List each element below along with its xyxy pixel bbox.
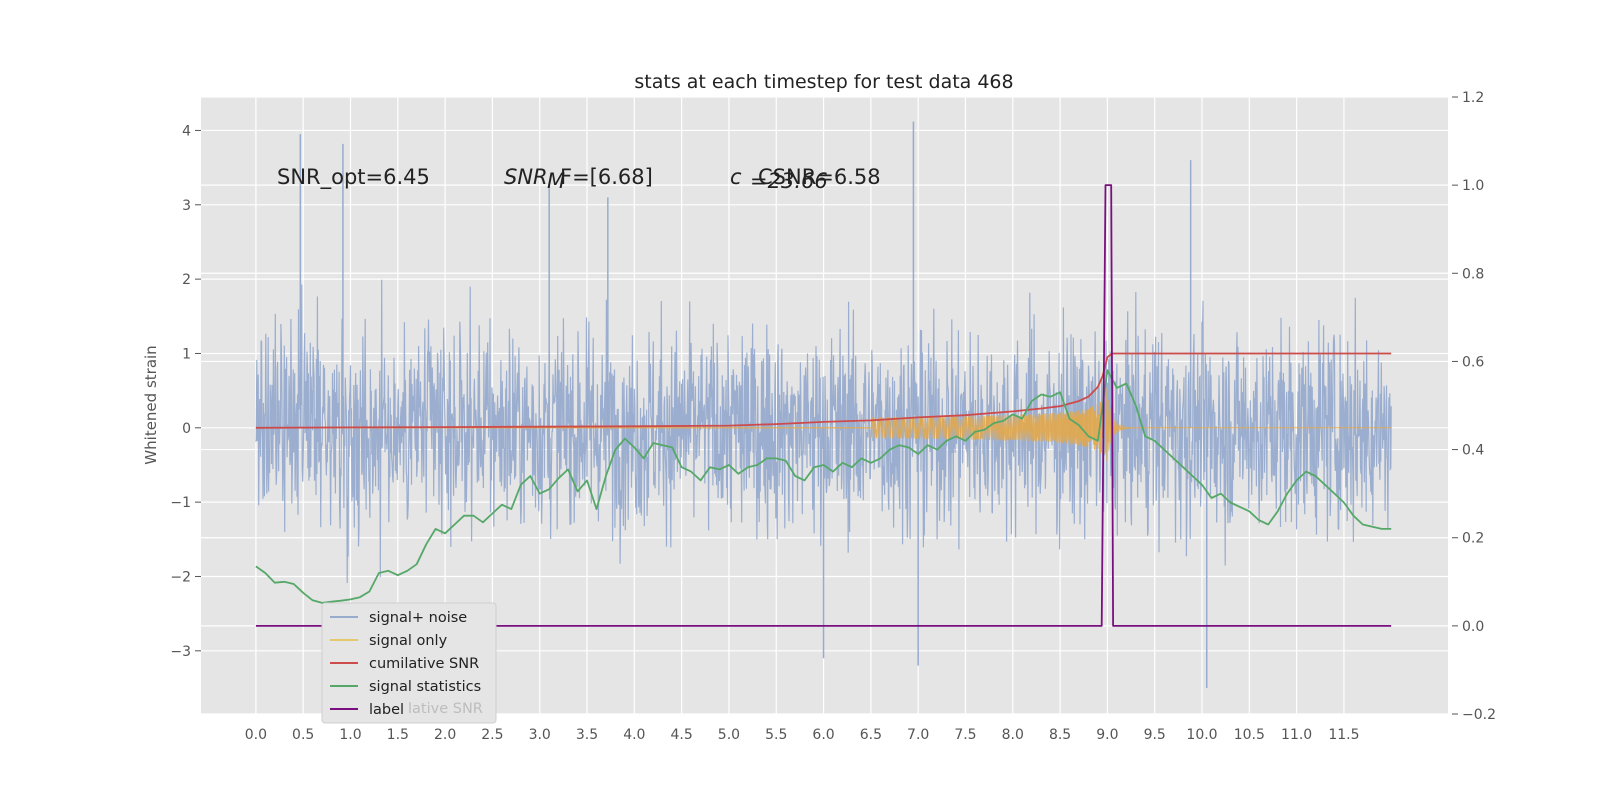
y-tick-label: 4: [182, 123, 191, 139]
annotation-snr-mf-subscript: M: [547, 169, 565, 193]
y2-tick-label: −0.2: [1462, 707, 1496, 723]
y2-tick-label: 0.4: [1462, 443, 1484, 459]
x-tick-label: 6.5: [860, 727, 882, 743]
legend-label-signal-noise: signal+ noise: [369, 610, 467, 626]
y2-tick-label: 0.6: [1462, 354, 1484, 370]
x-tick-label: 11.0: [1281, 727, 1312, 743]
y2-tick-label: 0.2: [1462, 531, 1484, 547]
annotation-mc-subscript: =23.66: [750, 169, 828, 193]
x-tick-label: 3.5: [576, 727, 598, 743]
y2-tick-label: 0.0: [1462, 619, 1484, 635]
y2-tick-label: 1.0: [1462, 178, 1484, 194]
y-axis-label: Whitened strain: [142, 345, 160, 464]
y-tick-label: −2: [170, 569, 191, 585]
annotation-mc-value: CSNR=6.58: [758, 165, 881, 189]
ticks: 0.0 0.5 1.0 1.5 2.0 2.5 3.0 3.5 4.0 4.5 5.0 5.5 6.0 6…: [170, 90, 1496, 743]
x-tick-label: 3.0: [529, 727, 551, 743]
x-tick-label: 4.5: [671, 727, 693, 743]
y-tick-label: 1: [182, 346, 191, 362]
y-tick-label: 3: [182, 198, 191, 214]
legend-label-cumulative-snr: cumilative SNR: [369, 656, 479, 672]
y2-tick-label: 1.2: [1462, 90, 1484, 106]
annotation-snr-opt: SNR_opt=6.45: [277, 165, 430, 190]
x-tick-label: 9.5: [1144, 727, 1166, 743]
y-tick-label: −3: [170, 644, 191, 660]
x-tick-label: 11.5: [1328, 727, 1359, 743]
legend-label-signal-only: signal only: [369, 633, 448, 649]
legend: lative SNR signal+ noise signal only cum…: [321, 602, 497, 724]
x-tick-label: 1.0: [339, 727, 361, 743]
x-tick-label: 10.0: [1186, 727, 1217, 743]
x-tick-label: 8.5: [1049, 727, 1071, 743]
legend-label-signal-statistics: signal statistics: [369, 679, 481, 695]
x-tick-label: 7.0: [907, 727, 929, 743]
x-tick-label: 2.0: [434, 727, 456, 743]
series-signal-statistics: [255, 369, 1392, 604]
x-tick-label: 4.0: [623, 727, 645, 743]
y2-tick-label: 0.8: [1462, 266, 1484, 282]
legend-ghost-text: lative SNR: [408, 701, 483, 717]
x-tick-label: 0.0: [245, 727, 267, 743]
series-label: [255, 184, 1392, 627]
annotation-snr-mf-value: F=[6.68]: [560, 165, 653, 189]
annotation-mc-symbol: c: [730, 165, 742, 189]
x-tick-label: 7.5: [954, 727, 976, 743]
series-layer: [255, 121, 1392, 688]
x-tick-label: 1.5: [387, 727, 409, 743]
legend-label-label: label: [369, 702, 404, 718]
x-tick-label: 5.0: [718, 727, 740, 743]
y-tick-label: 0: [182, 421, 191, 437]
y-tick-label: 2: [182, 272, 191, 288]
x-tick-label: 5.5: [765, 727, 787, 743]
x-tick-label: 8.0: [1002, 727, 1024, 743]
series-cumulative-snr: [255, 352, 1392, 429]
chart-title: stats at each timestep for test data 468: [634, 71, 1013, 93]
x-tick-label: 6.0: [812, 727, 834, 743]
legend-box: [321, 602, 497, 724]
x-tick-label: 9.0: [1096, 727, 1118, 743]
x-tick-label: 10.5: [1234, 727, 1265, 743]
y-tick-label: −1: [170, 495, 191, 511]
annotation-snr-mf-symbol: SNR: [504, 165, 548, 189]
x-tick-label: 2.5: [481, 727, 503, 743]
x-tick-label: 0.5: [292, 727, 314, 743]
series-signal-only: [870, 387, 1392, 462]
